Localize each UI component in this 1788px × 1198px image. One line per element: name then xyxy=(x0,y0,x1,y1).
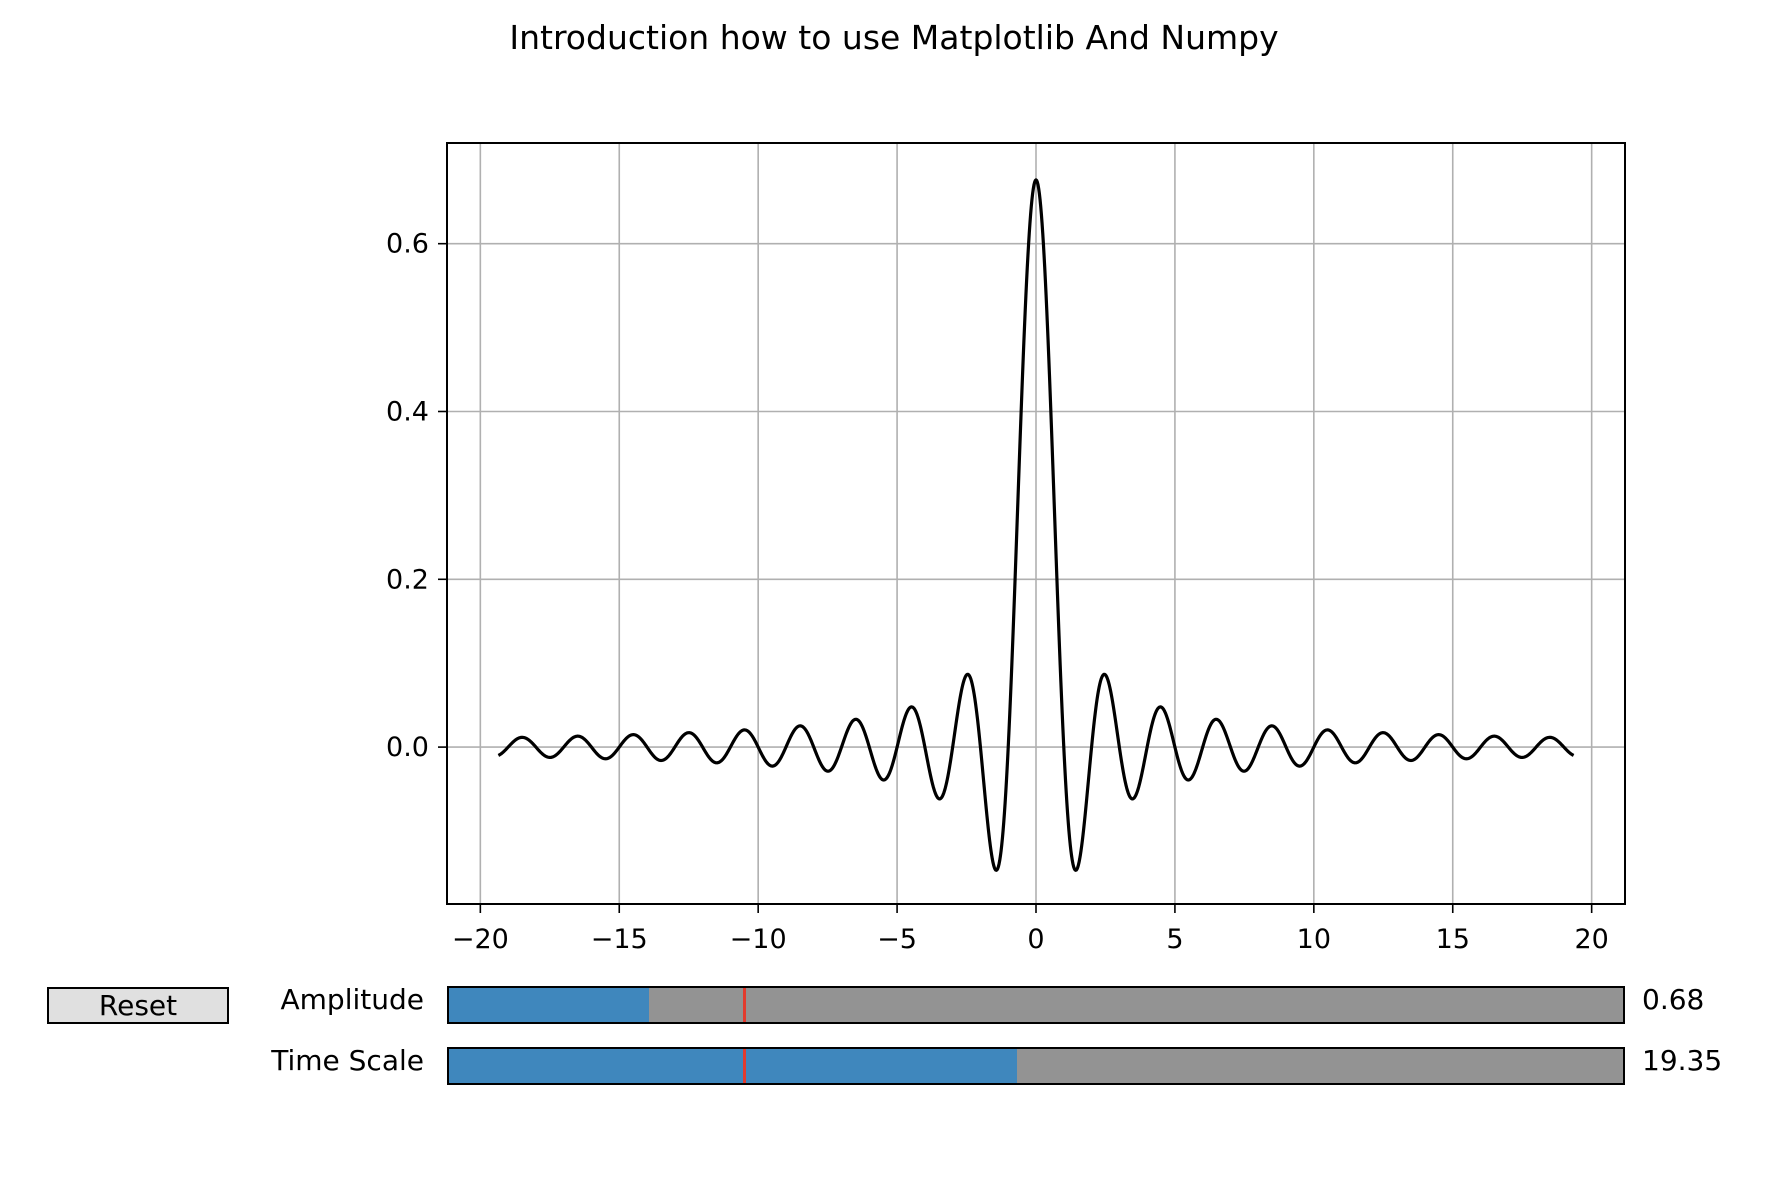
y-tick-label: 0.6 xyxy=(386,229,429,260)
y-tick-label: 0.2 xyxy=(386,564,429,595)
amplitude-slider[interactable] xyxy=(447,986,1625,1024)
reset-button[interactable]: Reset xyxy=(47,987,229,1024)
x-tick-label: 15 xyxy=(1436,924,1470,955)
x-tick-label: 0 xyxy=(1027,924,1044,955)
time-scale-slider-label: Time Scale xyxy=(271,1044,424,1077)
x-tick-label: −10 xyxy=(730,924,787,955)
series-layer xyxy=(497,178,1575,872)
time-scale-slider-fill xyxy=(449,1049,1018,1083)
x-tick-label: 20 xyxy=(1574,924,1608,955)
time-scale-slider[interactable] xyxy=(447,1047,1625,1085)
plot-area: −20 −15 −10 −5 0 5 10 15 20 0.0 0.2 0.4 0.6 xyxy=(386,142,1626,955)
chart-title: Introduction how to use Matplotlib And N… xyxy=(509,18,1279,57)
axis-ticks: −20 −15 −10 −5 0 5 10 15 20 0.0 0.2 0.4 0.6 xyxy=(386,229,1609,955)
amplitude-slider-fill xyxy=(449,988,649,1022)
amplitude-initial-marker xyxy=(742,988,746,1022)
x-tick-label: −20 xyxy=(452,924,509,955)
y-tick-label: 0.4 xyxy=(386,396,429,427)
x-tick-label: −15 xyxy=(591,924,648,955)
series-line xyxy=(497,178,1575,872)
x-tick-label: −5 xyxy=(877,924,917,955)
axes-frame xyxy=(446,142,1626,905)
amplitude-slider-label: Amplitude xyxy=(280,983,425,1016)
time-scale-initial-marker xyxy=(742,1049,746,1083)
x-tick-label: 10 xyxy=(1297,924,1331,955)
y-tick-label: 0.0 xyxy=(386,732,429,763)
amplitude-value: 0.68 xyxy=(1642,983,1705,1016)
x-tick-label: 5 xyxy=(1166,924,1183,955)
time-scale-value: 19.35 xyxy=(1642,1044,1723,1077)
grid xyxy=(447,143,1625,904)
